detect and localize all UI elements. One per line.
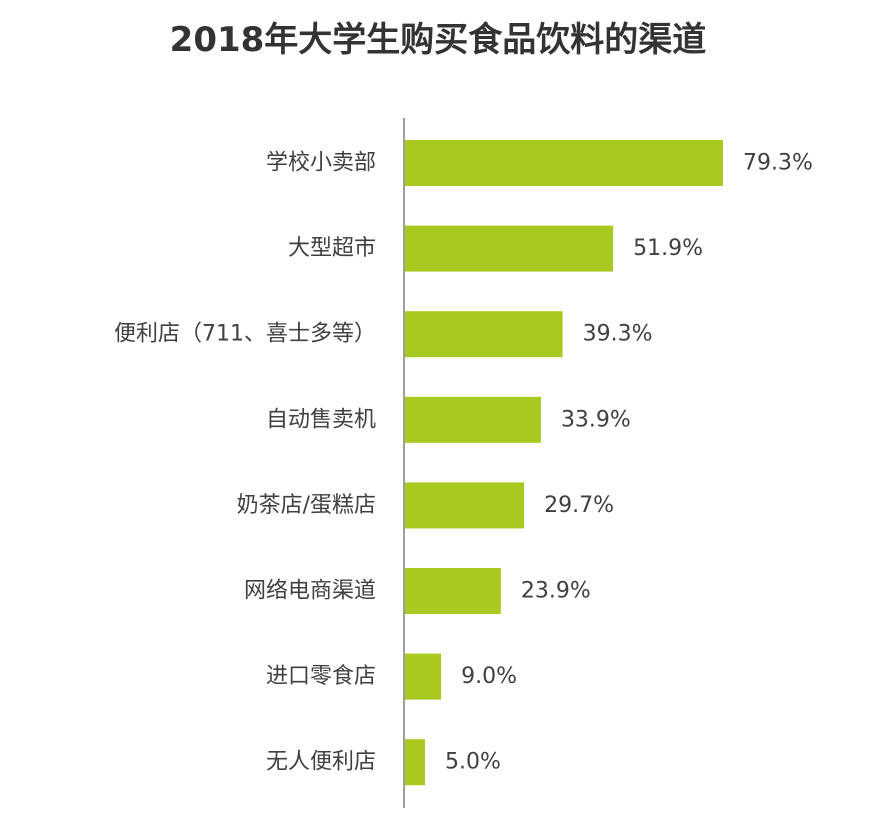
value-label-7: 5.0% xyxy=(445,750,501,775)
category-label-2: 便利店（711、喜士多等） xyxy=(114,322,376,347)
value-label-2: 39.3% xyxy=(583,322,653,347)
category-label-4: 奶茶店/蛋糕店 xyxy=(237,493,376,518)
value-label-5: 23.9% xyxy=(521,579,591,604)
bar-2 xyxy=(405,311,563,358)
value-label-4: 29.7% xyxy=(544,493,614,518)
bar-6 xyxy=(405,653,442,700)
chart-title: 2018年大学生购买食品饮料的渠道 xyxy=(169,20,707,60)
value-label-3: 33.9% xyxy=(561,407,631,432)
bar-5 xyxy=(405,568,501,614)
value-label-6: 9.0% xyxy=(461,664,517,689)
category-label-1: 大型超市 xyxy=(288,236,376,261)
bars-layer: 学校小卖部 79.3% 大型超市 51.9% 便利店（711、喜士多等） 39.3% 自动售… xyxy=(114,140,813,786)
bar-0 xyxy=(405,140,723,186)
bar-7 xyxy=(405,739,426,786)
category-label-6: 进口零食店 xyxy=(266,664,376,689)
category-label-7: 无人便利店 xyxy=(266,750,376,775)
category-label-0: 学校小卖部 xyxy=(266,151,376,176)
bar-4 xyxy=(405,482,525,529)
value-label-0: 79.3% xyxy=(743,151,813,176)
bar-3 xyxy=(405,396,541,443)
category-label-5: 网络电商渠道 xyxy=(244,579,376,604)
bar-1 xyxy=(405,225,614,272)
value-label-1: 51.9% xyxy=(633,236,703,261)
category-label-3: 自动售卖机 xyxy=(266,407,376,432)
